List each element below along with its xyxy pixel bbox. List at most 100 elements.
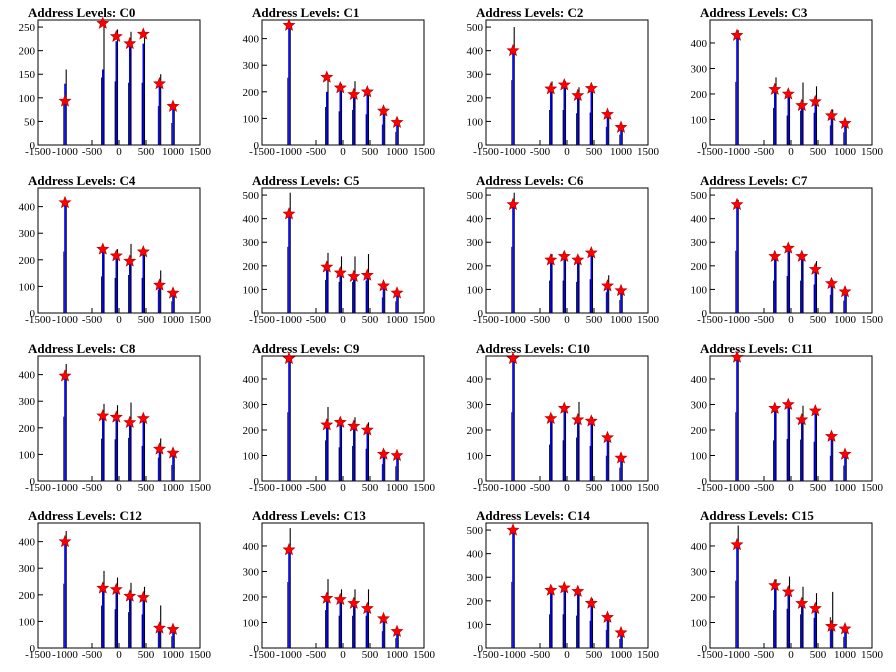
peak-marker [584,414,598,427]
peak-marker [347,87,361,100]
peak-marker [544,583,558,596]
x-tick-label: -1000 [52,314,78,326]
y-tick-label: 300 [19,396,36,408]
peak-marker [601,107,614,120]
peak-marker [377,279,390,292]
y-tick-label: 200 [691,261,708,273]
x-tick-label: -1000 [276,482,302,494]
y-tick-label: 300 [243,566,260,578]
x-tick-label: -500 [306,314,327,326]
x-tick-label: -1500 [249,146,275,158]
x-tick-label: 0 [340,649,346,661]
y-tick-label: 100 [19,93,36,105]
x-tick-label: -500 [530,314,551,326]
x-tick-label: 1500 [413,314,436,326]
panel-3: Address Levels: C3 0 100 200 300 400 -1500 -100… [691,5,884,158]
x-tick-label: -500 [754,482,775,494]
x-tick-label: 1500 [861,649,884,661]
peak-marker [506,197,520,211]
x-tick-label: -1000 [52,649,78,661]
y-tick-label: 200 [19,423,36,435]
peak-marker [795,98,809,111]
x-tick-label: -500 [754,649,775,661]
panel-15: Address Levels: C15 0 100 200 300 400 -1500 -10… [691,508,884,661]
peak-marker [601,610,614,623]
x-tick-label: -500 [82,649,103,661]
peak-marker [584,246,598,259]
y-tick-label: 300 [691,566,708,578]
peak-marker [282,207,296,220]
peak-marker [768,249,782,262]
panel-6: Address Levels: C60100200300400500-1500-… [467,173,660,326]
peak-marker [123,254,137,267]
peak-marker [614,625,628,639]
peak-marker [390,115,404,128]
x-tick-label: 500 [138,649,155,661]
x-tick-label: -1500 [473,314,499,326]
x-tick-label: -500 [530,146,551,158]
x-tick-label: 1500 [189,649,212,661]
x-tick-label: 500 [586,146,603,158]
peak-marker [544,411,558,425]
peak-marker [584,81,598,94]
y-tick-label: 300 [19,228,36,240]
y-tick-label: 100 [19,281,36,293]
x-tick-label: 1000 [162,482,185,494]
x-tick-label: -1500 [25,649,51,661]
x-tick-label: 1000 [610,146,633,158]
y-tick-label: 0 [30,308,36,320]
panel-2: Address Levels: C20100200300400500-1500-… [467,5,660,158]
peak-marker [360,423,374,436]
peak-marker [768,578,782,592]
peak-marker [506,43,520,57]
x-tick-label: 1000 [834,482,857,494]
x-tick-label: 1500 [637,482,660,494]
x-tick-label: -500 [306,482,327,494]
x-tick-label: -1500 [697,649,723,661]
panel-13: Address Levels: C13 0 100 200 300 400 -1500 -10… [243,508,436,661]
x-tick-label: 1500 [189,482,212,494]
panel-title: Address Levels: C6 [476,173,584,188]
x-tick-label: 0 [340,146,346,158]
x-tick-label: 0 [564,314,570,326]
y-tick-label: 0 [702,140,708,152]
peak-marker [808,601,822,614]
peak-marker [109,248,123,262]
peak-marker [768,401,782,414]
y-tick-label: 300 [691,63,708,75]
y-tick-label: 100 [467,619,484,631]
y-tick-label: 100 [19,449,36,461]
x-tick-label: -1500 [249,314,275,326]
peak-marker [808,262,822,275]
peak-marker [838,622,852,635]
y-tick-label: 400 [19,537,36,549]
panel-title: Address Levels: C11 [700,341,813,356]
panel-7: Address Levels: C70100200300400500-1500-… [691,173,884,326]
y-tick-label: 200 [243,261,260,273]
x-tick-label: 500 [138,146,155,158]
x-tick-label: -1500 [25,314,51,326]
peak-marker [377,104,390,117]
x-tick-label: 500 [586,314,603,326]
x-tick-label: 500 [362,482,379,494]
x-tick-label: -500 [82,314,103,326]
peak-marker [109,29,123,43]
peak-marker [109,582,123,596]
peak-marker [153,442,166,455]
peak-marker [544,82,558,95]
x-tick-label: 0 [788,482,794,494]
peak-marker [730,537,744,551]
x-tick-label: 1000 [610,314,633,326]
x-tick-label: 1500 [861,146,884,158]
peak-marker [795,596,809,609]
x-tick-label: 1500 [637,146,660,158]
y-tick-label: 400 [243,214,260,226]
y-tick-label: 300 [691,237,708,249]
x-tick-label: -1000 [500,146,526,158]
peak-marker [730,28,744,41]
x-tick-label: -1500 [697,482,723,494]
y-tick-label: 0 [254,140,260,152]
y-tick-label: 300 [691,399,708,411]
peak-marker [377,447,390,460]
